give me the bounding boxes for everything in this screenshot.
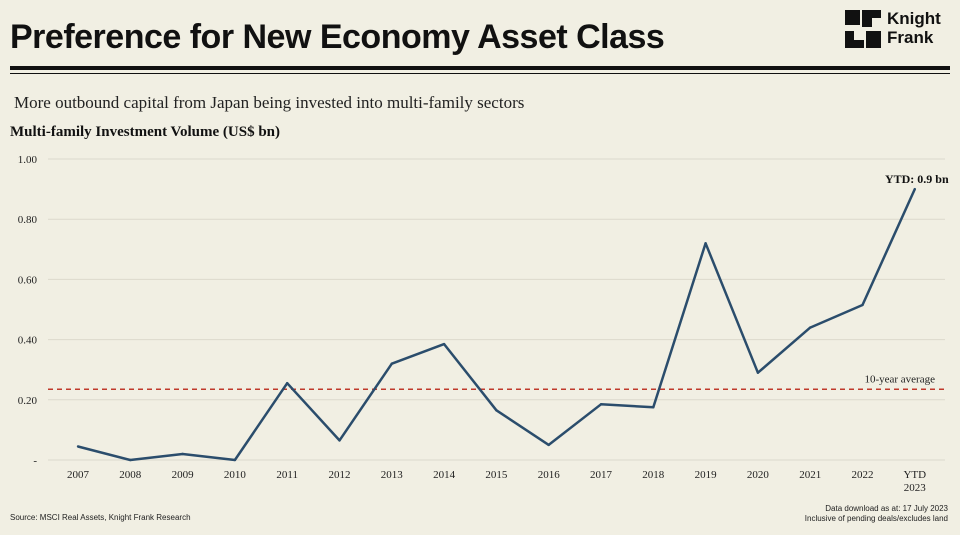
data-point [390,362,393,365]
chart-title: Multi-family Investment Volume (US$ bn) [10,124,281,140]
data-point [599,403,603,406]
x-tick-label: YTD 2023 [903,469,926,494]
data-point [233,458,237,462]
x-tick-label: 2021 [799,469,821,481]
data-note-line1: Data download as at: 17 July 2023 [825,504,948,513]
data-point [129,458,132,462]
logo-mark-icon [845,10,881,48]
y-tick-label: 0.60 [18,274,38,286]
x-tick-label: 2015 [485,469,508,481]
data-point [442,342,446,346]
line-chart: - 0.20 0.40 0.60 0.80 1.00 2007 2008 2009 2010 201… [18,154,949,494]
x-tick-label: 2011 [276,469,298,481]
x-tick-label: 2013 [381,469,404,481]
logo-text-line2: Frank [887,28,934,47]
y-tick-label: - [33,455,37,467]
x-tick-label: 2016 [538,469,561,481]
page-subtitle: More outbound capital from Japan being i… [14,93,525,112]
data-point [286,382,289,385]
x-tick-label: 2022 [852,469,874,481]
x-tick-label: 2020 [747,469,770,481]
x-tick-label: 2014 [433,469,456,481]
ytd-annotation: YTD: 0.9 bn [885,172,949,186]
title-rule-thin [10,73,950,74]
data-point [913,187,916,191]
data-point [652,406,655,409]
x-tick-label: 2012 [329,469,351,481]
data-point [809,326,812,329]
page-title: Preference for New Economy Asset Class [10,18,665,56]
average-label: 10-year average [864,373,935,385]
logo-text-line1: Knight [887,9,941,28]
data-note: Data download as at: 17 July 2023 Inclus… [805,504,948,524]
title-rule-thick [10,66,950,70]
knight-frank-logo: Knight Frank [845,9,955,49]
data-point [76,445,80,448]
y-tick-label: 0.40 [18,335,38,347]
x-tick-label: 2009 [172,469,195,481]
x-tick-label: 2019 [695,469,718,481]
y-tick-label: 1.00 [18,154,38,166]
data-point [338,439,341,442]
x-tick-label: 2010 [224,469,247,481]
x-tick-label: 2007 [67,469,90,481]
data-point [704,242,707,245]
data-point [861,303,864,307]
data-point [756,371,760,374]
source-note: Source: MSCI Real Assets, Knight Frank R… [10,513,191,522]
x-tick-label: 2018 [642,469,665,481]
series-line [77,188,916,462]
x-tick-label: 2017 [590,469,613,481]
data-point [547,443,550,447]
data-note-line2: Inclusive of pending deals/excludes land [804,514,948,523]
data-point [181,452,184,456]
x-tick-label: 2008 [119,469,142,481]
data-point [495,409,498,412]
y-tick-label: 0.20 [18,395,38,407]
y-tick-label: 0.80 [18,214,38,226]
